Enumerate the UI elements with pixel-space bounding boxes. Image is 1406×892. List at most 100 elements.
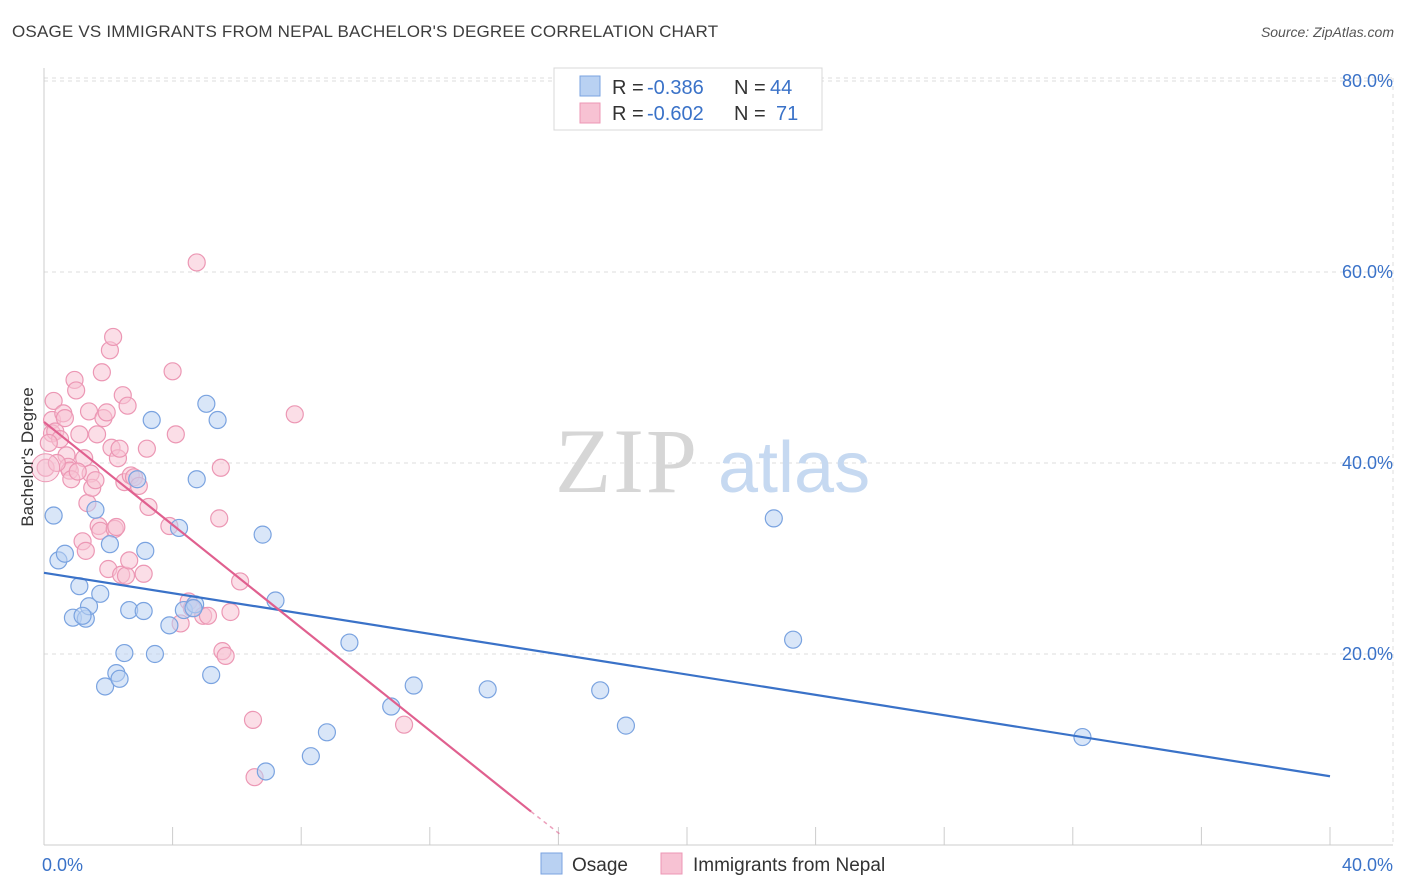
osage-point[interactable] bbox=[91, 584, 110, 603]
osage-point[interactable] bbox=[145, 644, 165, 664]
osage-point[interactable] bbox=[340, 633, 359, 652]
nepal-point[interactable] bbox=[76, 541, 95, 560]
stats-r-value-1: -0.386 bbox=[647, 77, 704, 99]
trend-line-nepal-extension bbox=[530, 810, 563, 837]
series-nepal-points bbox=[31, 253, 414, 787]
osage-point[interactable] bbox=[115, 643, 134, 663]
nepal-point[interactable] bbox=[216, 646, 235, 666]
y-tick-label: 20.0% bbox=[1342, 644, 1393, 664]
osage-point[interactable] bbox=[253, 525, 272, 544]
osage-point[interactable] bbox=[44, 506, 63, 525]
osage-point[interactable] bbox=[55, 544, 74, 563]
nepal-point[interactable] bbox=[285, 405, 304, 424]
nepal-point[interactable] bbox=[110, 439, 129, 458]
osage-point[interactable] bbox=[197, 394, 216, 413]
stats-r-label-1: R = bbox=[612, 77, 644, 99]
nepal-point[interactable] bbox=[116, 566, 136, 585]
osage-point[interactable] bbox=[128, 470, 147, 489]
nepal-point[interactable] bbox=[198, 606, 218, 625]
watermark: ZIP atlas bbox=[555, 410, 870, 512]
watermark-zip: ZIP bbox=[555, 410, 699, 512]
watermark-atlas: atlas bbox=[718, 428, 870, 508]
osage-point[interactable] bbox=[187, 470, 206, 489]
nepal-point[interactable] bbox=[68, 462, 87, 481]
nepal-point[interactable] bbox=[210, 509, 229, 528]
osage-point[interactable] bbox=[478, 680, 497, 699]
osage-point[interactable] bbox=[783, 630, 803, 649]
stats-swatch-osage bbox=[579, 75, 601, 97]
osage-point[interactable] bbox=[95, 677, 115, 696]
legend-swatch-osage[interactable] bbox=[540, 852, 563, 875]
x-tick-labels: 0.0% 40.0% bbox=[42, 855, 1393, 875]
osage-point[interactable] bbox=[110, 669, 129, 688]
osage-point[interactable] bbox=[86, 500, 105, 519]
stats-r-value-2: -0.602 bbox=[647, 103, 704, 125]
osage-point[interactable] bbox=[160, 616, 179, 635]
nepal-point[interactable] bbox=[92, 363, 111, 382]
osage-point[interactable] bbox=[202, 665, 221, 685]
nepal-point[interactable] bbox=[86, 471, 105, 490]
nepal-point[interactable] bbox=[107, 517, 126, 537]
nepal-point[interactable] bbox=[97, 403, 116, 422]
nepal-point[interactable] bbox=[394, 715, 414, 734]
bottom-legend: Osage Immigrants from Nepal bbox=[540, 852, 885, 876]
axes bbox=[43, 68, 1393, 846]
osage-point[interactable] bbox=[73, 606, 92, 625]
stats-n-value-1: 44 bbox=[770, 77, 792, 99]
y-axis-label: Bachelor's Degree bbox=[18, 387, 37, 526]
nepal-point[interactable] bbox=[39, 433, 58, 453]
legend-label-nepal[interactable]: Immigrants from Nepal bbox=[693, 855, 885, 876]
osage-point[interactable] bbox=[256, 762, 275, 781]
chart-title: OSAGE VS IMMIGRANTS FROM NEPAL BACHELOR'… bbox=[12, 22, 719, 41]
nepal-point[interactable] bbox=[70, 425, 89, 444]
nepal-point[interactable] bbox=[187, 253, 206, 272]
trend-line-nepal bbox=[43, 421, 532, 813]
osage-point[interactable] bbox=[142, 410, 161, 430]
nepal-point[interactable] bbox=[118, 396, 137, 415]
nepal-point[interactable] bbox=[87, 425, 107, 444]
nepal-point[interactable] bbox=[211, 458, 230, 477]
nepal-point[interactable] bbox=[55, 409, 74, 428]
nepal-point[interactable] bbox=[104, 327, 123, 347]
stats-swatch-nepal bbox=[579, 102, 601, 124]
source-label: Source: ZipAtlas.com bbox=[1260, 24, 1394, 40]
osage-point[interactable] bbox=[184, 599, 203, 618]
stats-n-label-1: N = bbox=[734, 77, 766, 99]
nepal-point-large[interactable] bbox=[31, 453, 61, 483]
nepal-point[interactable] bbox=[67, 381, 86, 400]
nepal-point[interactable] bbox=[221, 602, 240, 622]
trend-line-osage bbox=[43, 571, 1331, 778]
osage-point[interactable] bbox=[404, 676, 423, 695]
nepal-point[interactable] bbox=[134, 564, 153, 583]
osage-point[interactable] bbox=[616, 716, 636, 735]
stats-r-label-2: R = bbox=[612, 103, 644, 125]
nepal-point[interactable] bbox=[44, 391, 63, 411]
nepal-point[interactable] bbox=[243, 710, 263, 729]
y-tick-label: 80.0% bbox=[1342, 71, 1393, 91]
y-tick-label: 60.0% bbox=[1342, 262, 1393, 282]
stats-n-label-2: N = bbox=[734, 103, 766, 125]
osage-point[interactable] bbox=[317, 723, 337, 742]
nepal-point[interactable] bbox=[231, 572, 250, 591]
stats-legend: R = -0.386 N = 44 R = -0.602 N = 71 bbox=[553, 67, 823, 131]
legend-label-osage[interactable]: Osage bbox=[572, 855, 628, 876]
nepal-point[interactable] bbox=[166, 425, 185, 444]
x-tick-label: 0.0% bbox=[42, 855, 83, 875]
osage-point[interactable] bbox=[100, 535, 120, 554]
nepal-point[interactable] bbox=[120, 551, 139, 570]
osage-point[interactable] bbox=[301, 747, 320, 766]
nepal-point[interactable] bbox=[47, 453, 66, 473]
x-tick-label: 40.0% bbox=[1342, 855, 1393, 875]
osage-point[interactable] bbox=[134, 601, 153, 621]
osage-point[interactable] bbox=[136, 541, 155, 560]
nepal-point[interactable] bbox=[163, 362, 182, 381]
osage-point[interactable] bbox=[208, 410, 227, 430]
y-tick-labels: 20.0% 40.0% 60.0% 80.0% bbox=[1342, 71, 1393, 664]
y-tick-label: 40.0% bbox=[1342, 453, 1393, 473]
stats-n-value-2: 71 bbox=[776, 103, 798, 125]
nepal-point[interactable] bbox=[137, 439, 156, 458]
osage-point[interactable] bbox=[764, 509, 783, 528]
osage-point[interactable] bbox=[591, 681, 610, 700]
legend-swatch-nepal[interactable] bbox=[660, 852, 683, 875]
